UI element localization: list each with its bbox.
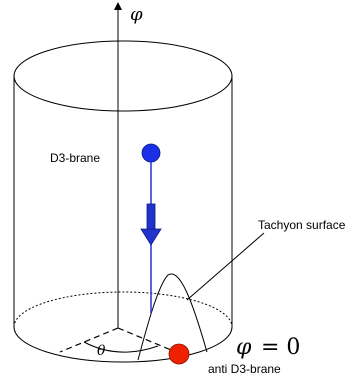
phi-zero-symbol: φ <box>236 335 252 360</box>
anti-d3-brane-label: anti D3-brane <box>208 362 281 376</box>
d3-brane-ball <box>141 143 161 163</box>
theta-label: θ <box>97 343 106 359</box>
theta-arc <box>83 341 159 353</box>
cylinder-bottom-front <box>13 326 233 363</box>
cylinder-top-ellipse <box>13 40 233 112</box>
anti-d3-brane-ball <box>168 343 190 365</box>
down-arrow <box>140 203 162 246</box>
tachyon-surface-curve <box>137 273 208 361</box>
phi-axis-label: φ <box>130 4 143 25</box>
phi-zero-equals: = 0 <box>261 335 300 360</box>
theta-radius-left <box>59 327 119 353</box>
cylinder-bottom-back-dotted <box>13 291 233 328</box>
d3-brane-label: D3-brane <box>50 151 100 165</box>
tachyon-surface-label: Tachyon surface <box>258 218 346 232</box>
tachyon-pointer-line <box>186 232 265 301</box>
theta-radius-right <box>117 327 177 353</box>
